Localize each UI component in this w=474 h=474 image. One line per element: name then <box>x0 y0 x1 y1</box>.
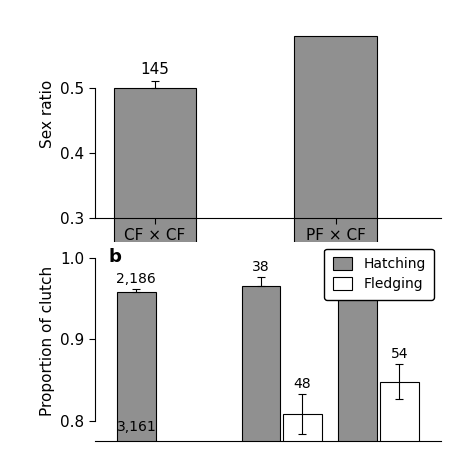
Text: 48: 48 <box>293 377 311 391</box>
Text: 41: 41 <box>349 269 366 283</box>
Bar <box>294 36 377 413</box>
Text: 145: 145 <box>140 62 169 77</box>
Y-axis label: Proportion of clutch: Proportion of clutch <box>39 266 55 416</box>
Y-axis label: Sex ratio: Sex ratio <box>39 80 55 148</box>
Bar <box>117 292 155 474</box>
Text: 2,186: 2,186 <box>117 273 156 286</box>
Text: 3,161: 3,161 <box>117 420 156 434</box>
Text: 54: 54 <box>391 347 408 361</box>
Text: 38: 38 <box>252 260 270 274</box>
Legend: Hatching, Fledging: Hatching, Fledging <box>324 249 434 300</box>
Bar <box>242 286 280 474</box>
Text: b: b <box>109 248 121 266</box>
Bar <box>380 382 419 474</box>
Bar <box>114 88 196 413</box>
Bar <box>283 414 322 474</box>
Bar <box>338 297 377 474</box>
